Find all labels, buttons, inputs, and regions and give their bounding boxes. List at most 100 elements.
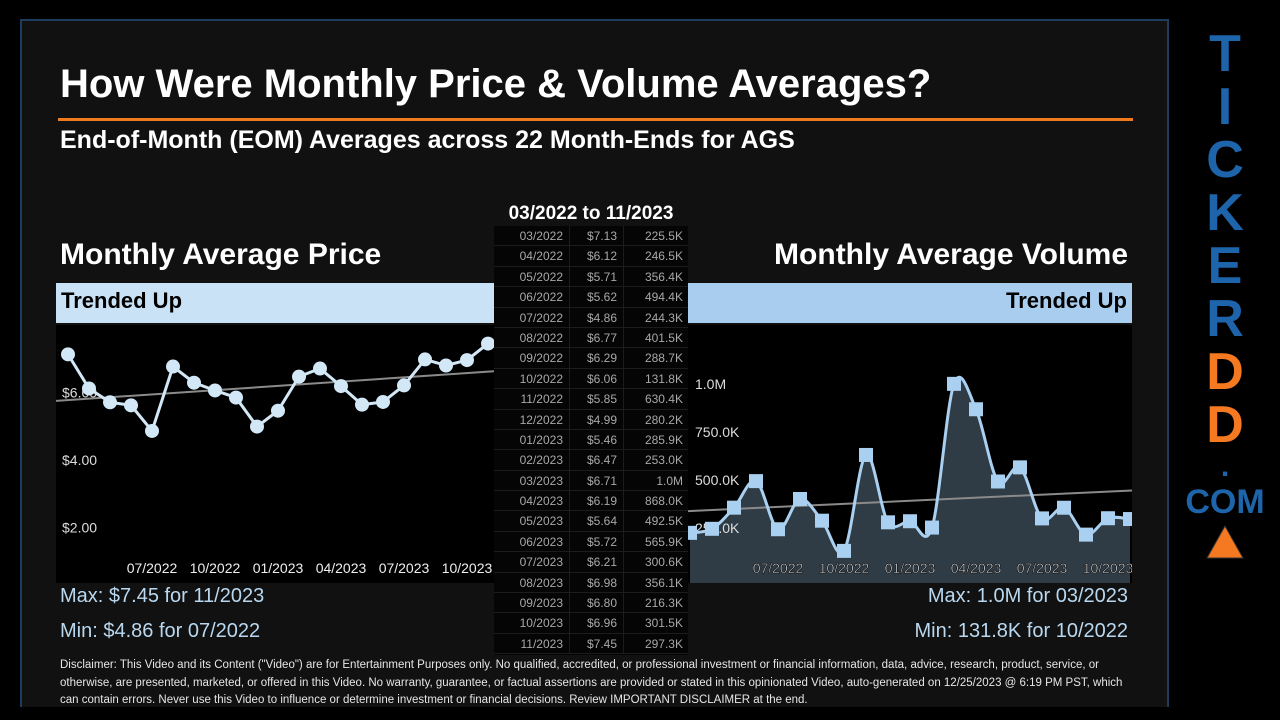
volume-cell: 356.4K bbox=[644, 269, 683, 284]
month-cell: 09/2023 bbox=[494, 593, 570, 613]
y-tick-label: 750.0K bbox=[695, 424, 740, 440]
table-row: 03/2023 $6.71 1.0M bbox=[494, 470, 688, 492]
volume-cell: 401.5K bbox=[644, 330, 683, 345]
data-point bbox=[903, 514, 917, 529]
data-point bbox=[793, 491, 807, 506]
date-range-label: 03/2022 to 11/2023 bbox=[508, 203, 674, 224]
volume-cell: 297.3K bbox=[644, 636, 683, 651]
logo-letter: . bbox=[1220, 450, 1230, 483]
data-point bbox=[229, 390, 243, 405]
table-row: 06/2023 $5.72 565.9K bbox=[494, 531, 688, 553]
data-point bbox=[187, 375, 201, 390]
data-point bbox=[947, 376, 961, 391]
page-subtitle: End-of-Month (EOM) Averages across 22 Mo… bbox=[60, 126, 795, 154]
data-point bbox=[481, 336, 494, 351]
month-cell: 06/2022 bbox=[494, 287, 570, 307]
volume-cell: 280.2K bbox=[644, 412, 683, 427]
price-cell: $4.99 bbox=[570, 409, 624, 429]
x-tick-label: 10/2022 bbox=[190, 560, 241, 576]
volume-cell: 565.9K bbox=[644, 534, 683, 549]
table-row: 05/2023 $5.64 492.5K bbox=[494, 511, 688, 532]
x-tick-label: 04/2023 bbox=[316, 560, 367, 576]
data-point bbox=[250, 419, 264, 434]
table-row: 04/2022 $6.12 246.5K bbox=[494, 246, 688, 267]
volume-cell: 131.8K bbox=[644, 371, 683, 386]
y-tick-label: 500.0K bbox=[695, 472, 740, 488]
data-point bbox=[837, 543, 851, 558]
data-point bbox=[292, 369, 306, 384]
volume-cell: 301.5K bbox=[644, 616, 683, 631]
logo-letter: D bbox=[1206, 343, 1244, 401]
disclaimer: Disclaimer: This Video and its Content (… bbox=[60, 659, 1123, 706]
month-cell: 01/2023 bbox=[494, 429, 570, 450]
price-cell: $5.46 bbox=[570, 429, 624, 450]
table-row: 06/2022 $5.62 494.4K bbox=[494, 287, 688, 308]
data-point bbox=[166, 359, 180, 374]
table-row: 12/2022 $4.99 280.2K bbox=[494, 409, 688, 430]
data-point bbox=[1057, 500, 1071, 515]
table-row: 07/2022 $4.86 244.3K bbox=[494, 307, 688, 328]
data-point bbox=[1123, 512, 1132, 527]
price-cell: $5.72 bbox=[570, 531, 624, 552]
data-point bbox=[859, 447, 873, 462]
data-point bbox=[61, 347, 75, 362]
data-point bbox=[925, 520, 939, 535]
volume-cell: 492.5K bbox=[644, 514, 683, 529]
month-cell: 10/2023 bbox=[494, 613, 570, 633]
table-row: 08/2023 $6.98 356.1K bbox=[494, 572, 688, 594]
volume-cell: 253.0K bbox=[644, 453, 683, 468]
volume-cell: 630.4K bbox=[644, 392, 683, 407]
y-tick-label: 1.0M bbox=[695, 376, 726, 392]
table-row: 08/2022 $6.77 401.5K bbox=[494, 327, 688, 349]
price-cell: $6.06 bbox=[570, 368, 624, 389]
data-point bbox=[103, 395, 117, 410]
data-point bbox=[991, 474, 1005, 489]
data-point bbox=[1035, 511, 1049, 526]
month-cell: 03/2022 bbox=[494, 226, 570, 246]
volume-chart: 250.0K500.0K750.0K1.0M07/202210/202201/2… bbox=[688, 325, 1132, 583]
price-cell: $7.45 bbox=[570, 633, 624, 654]
x-tick-label: 01/2023 bbox=[885, 560, 936, 576]
logo-com: COM bbox=[1185, 483, 1265, 521]
month-cell: 07/2022 bbox=[494, 307, 570, 327]
month-cell: 09/2022 bbox=[494, 348, 570, 368]
x-tick-label: 07/2023 bbox=[1017, 560, 1068, 576]
x-tick-label: 07/2022 bbox=[127, 560, 178, 576]
price-cell: $6.77 bbox=[570, 327, 624, 348]
volume-cell: 1.0M bbox=[656, 473, 683, 488]
price-cell: $6.96 bbox=[570, 613, 624, 633]
data-point bbox=[397, 378, 411, 393]
table-row: 09/2023 $6.80 216.3K bbox=[494, 593, 688, 614]
month-cell: 04/2023 bbox=[494, 491, 570, 511]
price-cell: $6.80 bbox=[570, 593, 624, 613]
volume-cell: 288.7K bbox=[644, 351, 683, 366]
title-divider bbox=[58, 118, 1133, 121]
data-point bbox=[418, 352, 432, 367]
month-cell: 10/2022 bbox=[494, 368, 570, 389]
volume-cell: 494.4K bbox=[644, 290, 683, 305]
month-cell: 12/2022 bbox=[494, 409, 570, 429]
volume-cell: 356.1K bbox=[644, 575, 683, 590]
x-tick-label: 04/2023 bbox=[951, 560, 1002, 576]
volume-area bbox=[690, 377, 1130, 583]
volume-min: Min: 131.8K for 10/2022 bbox=[914, 620, 1128, 642]
price-cell: $5.85 bbox=[570, 389, 624, 409]
data-point bbox=[376, 394, 390, 409]
price-cell: $6.98 bbox=[570, 572, 624, 593]
data-point bbox=[313, 361, 327, 376]
volume-cell: 300.6K bbox=[644, 555, 683, 570]
price-cell: $6.12 bbox=[570, 246, 624, 266]
y-tick-label: $4.00 bbox=[62, 452, 97, 468]
month-cell: 08/2022 bbox=[494, 327, 570, 348]
month-cell: 03/2023 bbox=[494, 470, 570, 491]
volume-trend-band: Trended Up bbox=[688, 283, 1132, 323]
tickerdd-logo: T I C K E R D D. COM bbox=[1180, 28, 1270, 565]
volume-cell: 216.3K bbox=[644, 596, 683, 611]
data-point bbox=[208, 383, 222, 398]
data-point bbox=[460, 353, 474, 368]
table-row: 11/2023 $7.45 297.3K bbox=[494, 633, 688, 655]
price-max: Max: $7.45 for 11/2023 bbox=[60, 585, 265, 607]
price-cell: $6.47 bbox=[570, 450, 624, 470]
logo-letter: T bbox=[1209, 25, 1241, 83]
